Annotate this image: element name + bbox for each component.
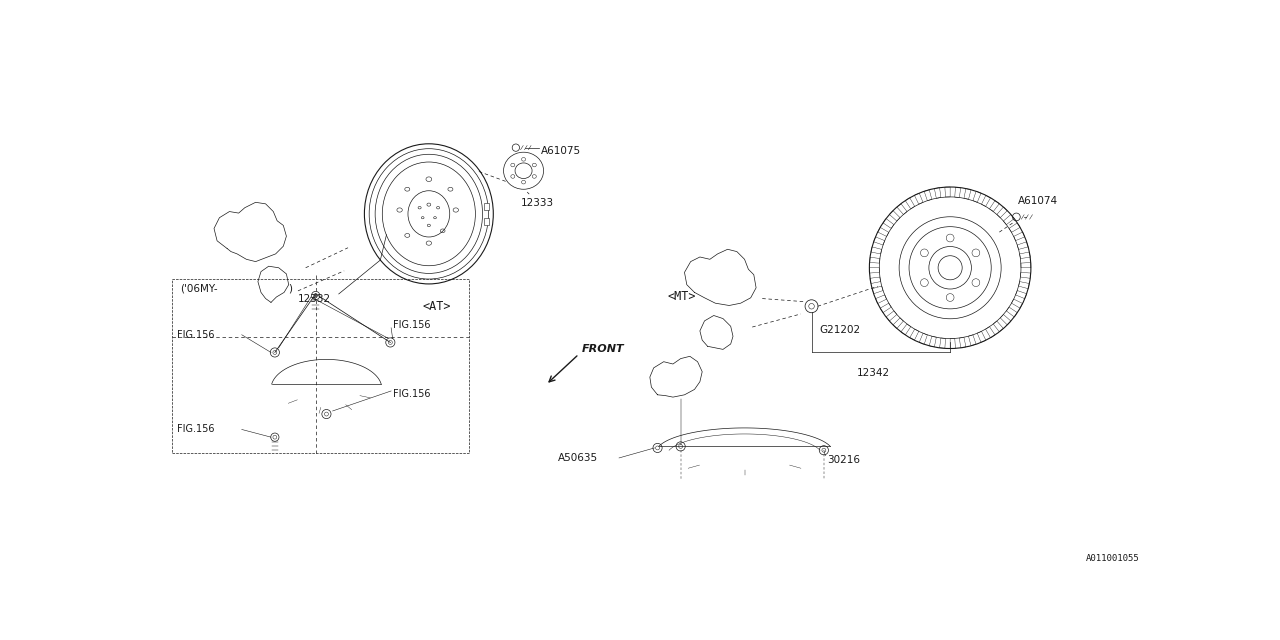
Text: A50635: A50635 bbox=[558, 453, 598, 463]
Text: FIG.156: FIG.156 bbox=[177, 424, 215, 435]
Text: <AT>: <AT> bbox=[422, 300, 451, 313]
Text: A61074: A61074 bbox=[1018, 196, 1059, 206]
Text: 12332: 12332 bbox=[298, 294, 332, 303]
Text: <MT>: <MT> bbox=[668, 290, 696, 303]
Bar bbox=[484, 218, 489, 225]
Text: FIG.156: FIG.156 bbox=[393, 320, 430, 330]
Text: ('06MY-: ('06MY- bbox=[180, 284, 218, 294]
Text: FRONT: FRONT bbox=[581, 344, 623, 354]
Text: 12342: 12342 bbox=[856, 368, 890, 378]
Bar bbox=[484, 203, 489, 210]
Text: G21202: G21202 bbox=[819, 324, 860, 335]
Text: FIG.156: FIG.156 bbox=[393, 389, 430, 399]
Bar bbox=[173, 279, 468, 452]
Text: A61075: A61075 bbox=[540, 146, 581, 156]
Text: FIG.156: FIG.156 bbox=[177, 330, 215, 340]
Text: 30216: 30216 bbox=[827, 455, 860, 465]
Text: A011001055: A011001055 bbox=[1085, 554, 1139, 563]
Circle shape bbox=[938, 256, 963, 280]
Text: 12333: 12333 bbox=[521, 198, 554, 209]
Text: ): ) bbox=[288, 284, 292, 294]
